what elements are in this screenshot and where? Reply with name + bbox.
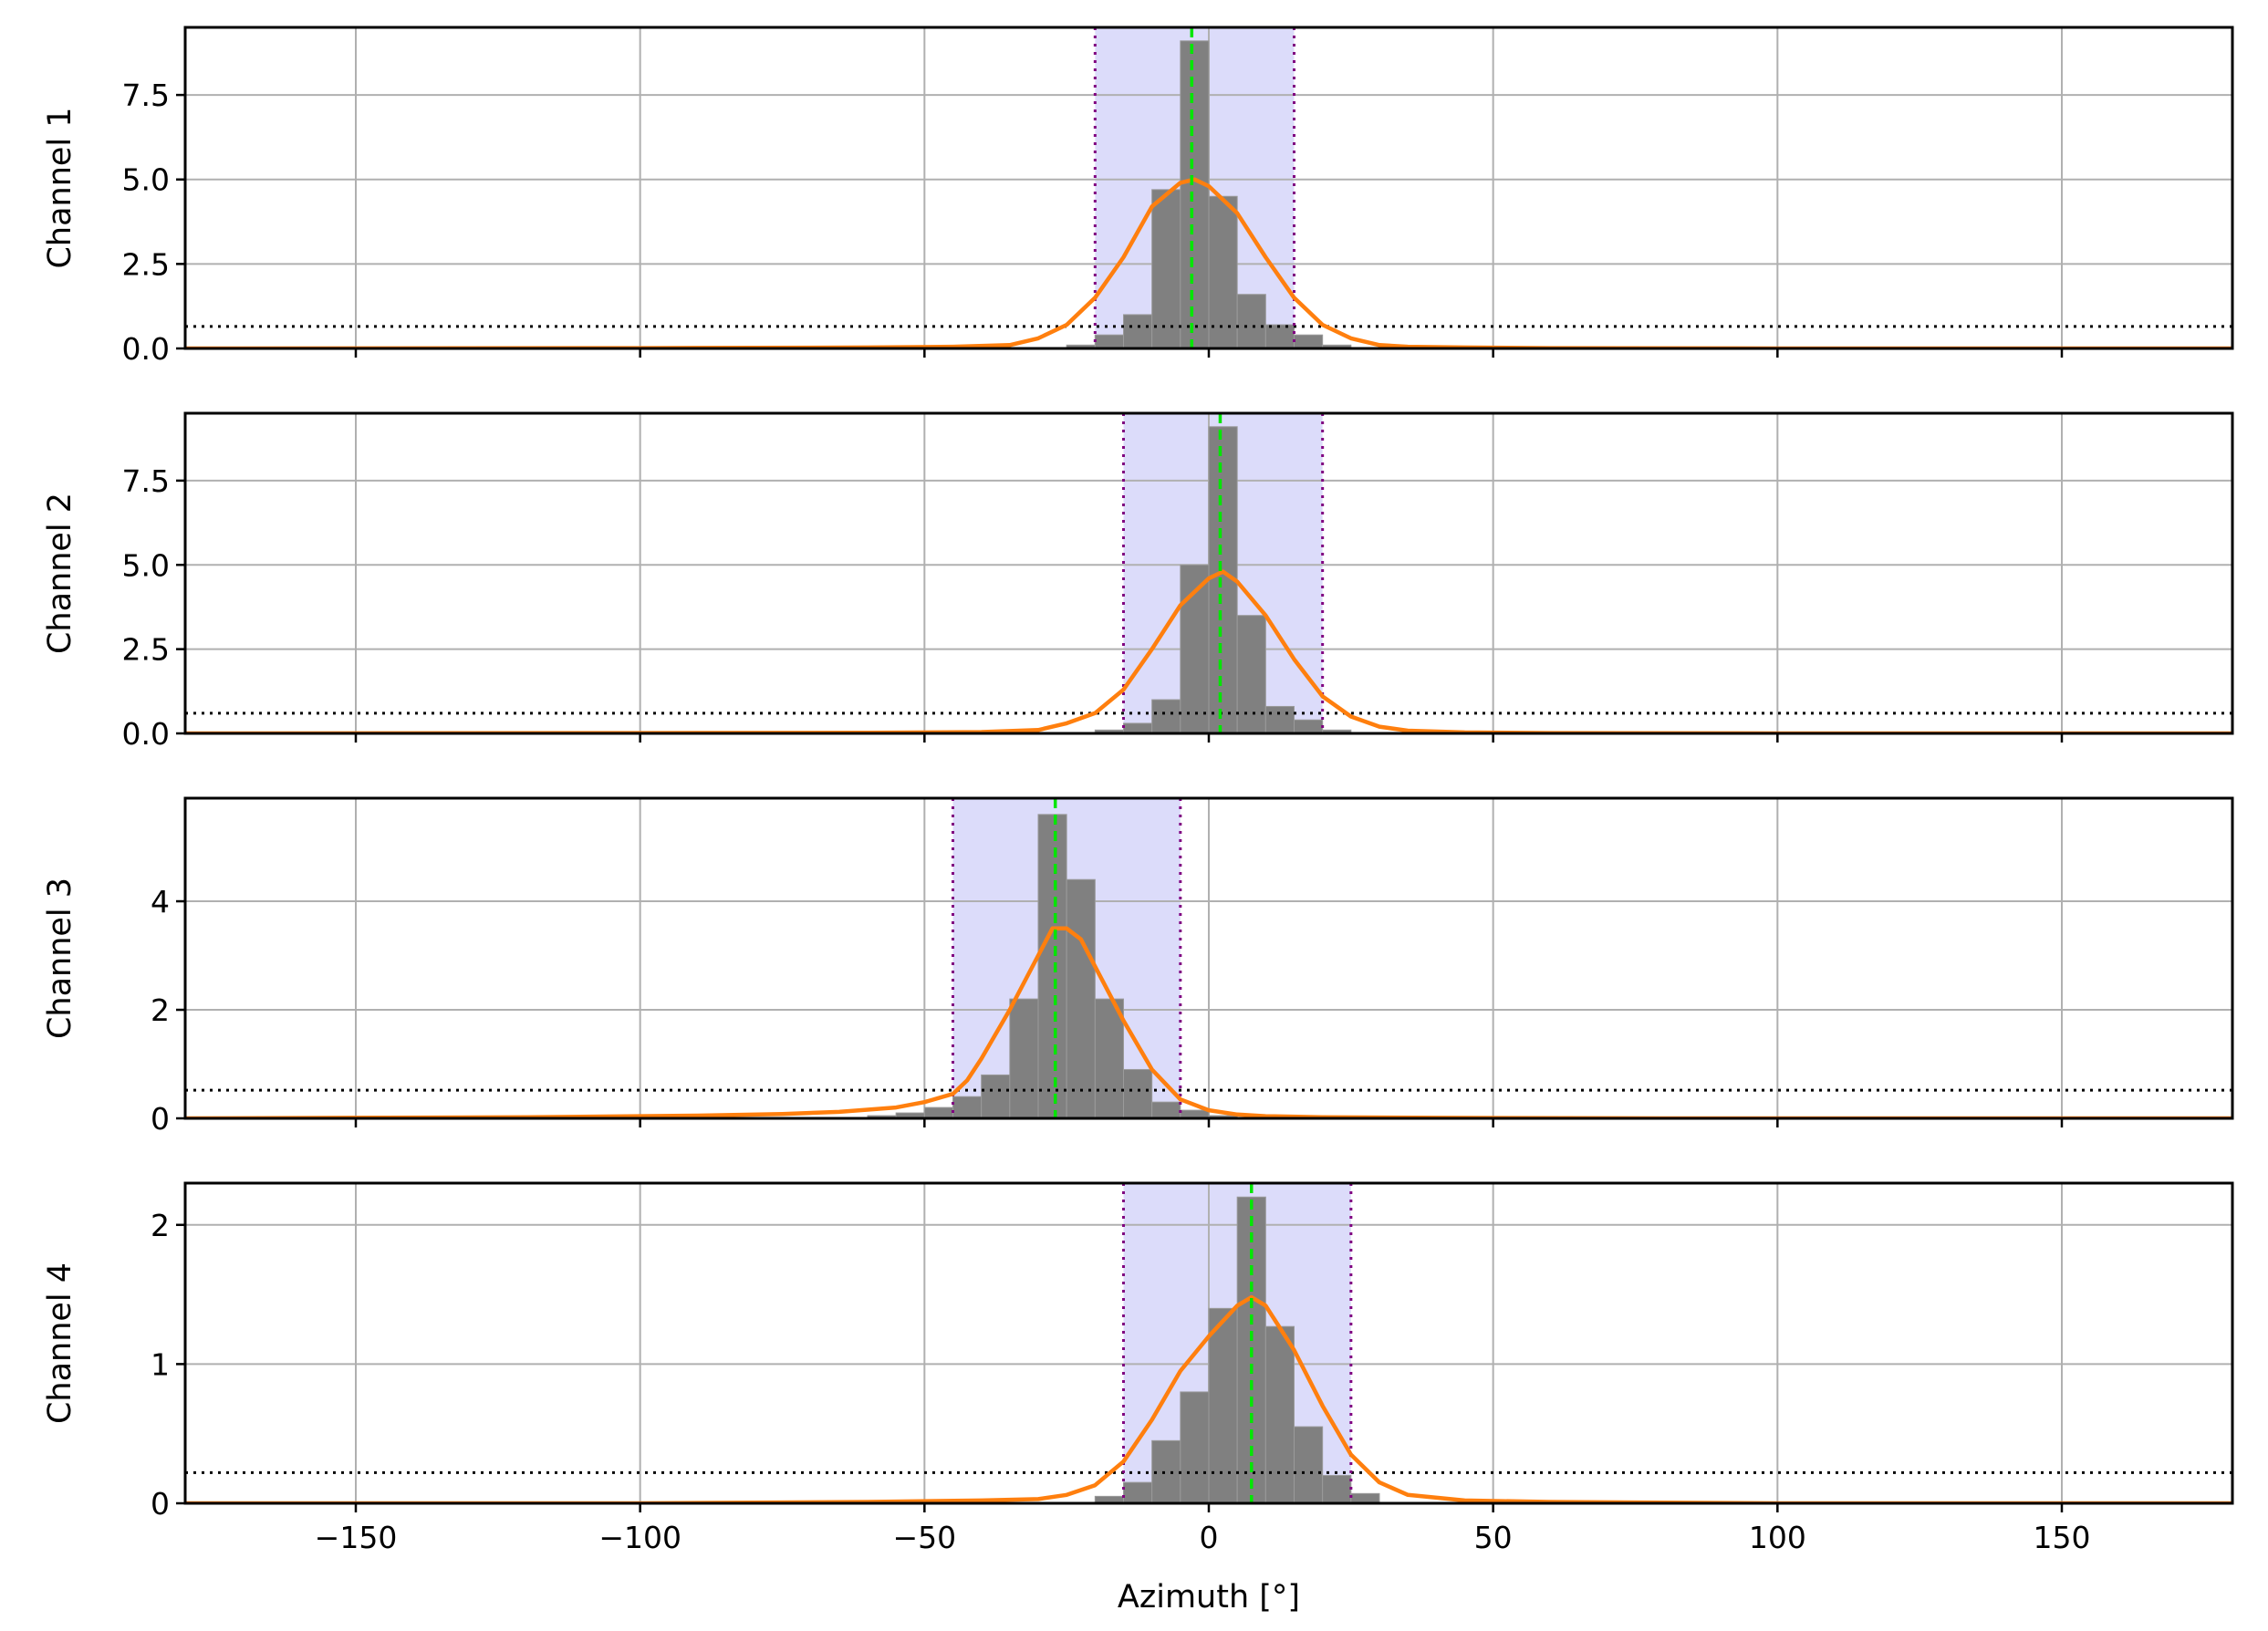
ytick-label: 2.5 (122, 246, 170, 282)
ytick-label: 0.0 (122, 716, 170, 752)
panel-1-hist-bar (1180, 40, 1210, 348)
xtick-label: −50 (893, 1520, 957, 1555)
panel-3-hist-bar (1094, 998, 1125, 1118)
panel-1-hist-bar (1236, 294, 1266, 348)
panel-1-fit-line (185, 177, 2232, 348)
panel-2-hist-bar (1236, 615, 1266, 733)
panel-3-hist-bar (1066, 878, 1096, 1118)
panel-4-hist-bar (1350, 1492, 1380, 1503)
panel-1-ylabel: Channel 1 (42, 107, 78, 268)
panel-1-hist-bar (1123, 314, 1153, 348)
panel-2-ylabel: Channel 2 (42, 493, 78, 654)
ytick-label: 7.5 (122, 78, 170, 113)
panel-1-hist-bar (1294, 334, 1324, 348)
panel-3-hist-bar (952, 1096, 983, 1118)
panel-1-hist-bar (1264, 324, 1295, 348)
panel-4: −150 −100 −50 0 50 100 150 0 1 2 Channel 4 (42, 1181, 2234, 1555)
panel-1-hist-bar (1094, 334, 1125, 348)
panel-4-hist-bar (1123, 1481, 1153, 1503)
panel-1-hist (1066, 40, 1352, 348)
panel-1-hist-bar (1322, 344, 1352, 348)
panel-3-hist-bar (1009, 998, 1039, 1118)
panel-3-hist-bar (1123, 1068, 1153, 1118)
panel-1-hist-bar (1208, 195, 1238, 348)
xtick-label: −100 (598, 1520, 681, 1555)
xtick-label: 0 (1200, 1520, 1219, 1555)
panel-3-fit-line (185, 926, 2232, 1118)
panel-2-hist-bar (1123, 722, 1153, 733)
panel-2-hist-bar (1264, 705, 1295, 733)
xtick-label: 100 (1749, 1520, 1806, 1555)
xtick-label: 150 (2034, 1520, 2091, 1555)
ytick-label: 0.0 (122, 331, 170, 367)
panel-4-hist-bar (1180, 1391, 1210, 1503)
panel-4-hist-bar (1264, 1325, 1295, 1503)
panel-4-fit-line (185, 1294, 2232, 1503)
panel-1: 0.0 2.5 5.0 7.5 Channel 1 (42, 26, 2234, 367)
ytick-label: 2 (151, 992, 170, 1028)
panel-2-hist-bar (1151, 699, 1181, 733)
panel-2-hist (1094, 426, 1352, 733)
ytick-label: 7.5 (122, 463, 170, 499)
panel-3-hist-bar (981, 1074, 1011, 1118)
ytick-label: 0 (151, 1101, 170, 1137)
xtick-label: 50 (1474, 1520, 1513, 1555)
ytick-label: 5.0 (122, 162, 170, 198)
panel-3-hist-bar (1151, 1101, 1181, 1118)
panel-3: 0 2 4 Channel 3 (42, 796, 2234, 1137)
panel-2-hist-bar (1294, 719, 1324, 733)
panel-4-hist-bar (1208, 1307, 1238, 1503)
xtick-label: −150 (315, 1520, 398, 1555)
x-axis-label: Azimuth [°] (1118, 1579, 1300, 1615)
panel-4-hist-bar (1322, 1474, 1352, 1503)
ytick-label: 5.0 (122, 547, 170, 583)
panel-4-hist-bar (1294, 1426, 1324, 1503)
panel-2: 0.0 2.5 5.0 7.5 Channel 2 (42, 411, 2234, 752)
panel-2-fit-line (185, 569, 2232, 733)
panel-3-hist-bar (1037, 814, 1067, 1118)
panel-3-hist (867, 814, 1238, 1118)
panel-4-ylabel: Channel 4 (42, 1262, 78, 1424)
panel-3-hist-bar (923, 1106, 953, 1118)
ytick-label: 1 (151, 1346, 170, 1382)
panel-1-hist-bar (1151, 189, 1181, 348)
ytick-label: 2.5 (122, 632, 170, 668)
ytick-label: 2 (151, 1208, 170, 1243)
ytick-label: 4 (151, 884, 170, 919)
panel-3-hist-bar (1180, 1109, 1210, 1118)
ytick-label: 0 (151, 1486, 170, 1522)
panel-3-ylabel: Channel 3 (42, 878, 78, 1039)
